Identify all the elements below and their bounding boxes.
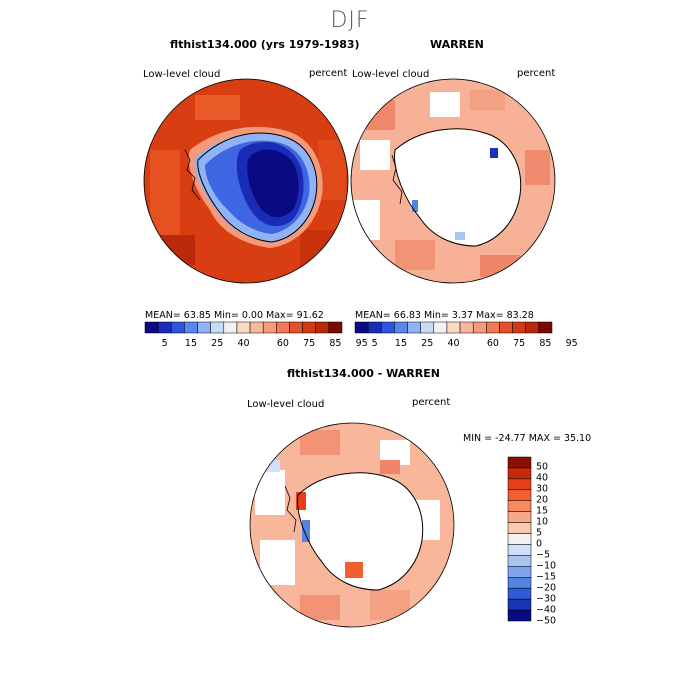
panel3-colorbar-label: 15 — [536, 505, 549, 517]
panel1-units: percent — [309, 68, 348, 79]
panel2-stats: MEAN= 66.83 Min= 3.37 Max= 83.28 — [355, 310, 534, 321]
panel2-colorbar-label: 85 — [539, 338, 552, 349]
panel2-map-border — [350, 78, 556, 284]
panel2-colorbar-box — [486, 321, 500, 334]
panel2-variable: Low-level cloud — [352, 69, 430, 80]
panel1-colorbar-box — [276, 321, 290, 334]
panel3-map — [250, 423, 454, 627]
panel3-colorbar-box — [507, 587, 532, 600]
panel1-map-border — [143, 78, 349, 284]
panel2-colorbar-box — [420, 321, 435, 334]
panel3-colorbar-box — [507, 566, 532, 578]
panel3-colorbar-label: 5 — [536, 527, 543, 539]
panel2-colorbar-box — [499, 321, 513, 334]
panel2-map — [351, 79, 555, 283]
panel2-colorbar-label: 60 — [486, 338, 499, 349]
panel1-colorbar-box — [236, 321, 251, 334]
panel1-colorbar-box — [262, 321, 277, 334]
panel3-colorbar-label: −5 — [536, 549, 551, 561]
panel1-colorbar-box — [157, 321, 172, 334]
panel1-variable: Low-level cloud — [143, 69, 221, 80]
panel3-colorbar-label: 30 — [536, 483, 549, 495]
panel2-units: percent — [517, 68, 556, 79]
panel1-colorbar-label: 15 — [184, 338, 197, 349]
panel2-colorbar-box — [433, 321, 448, 334]
panel1-colorbar-box — [315, 321, 330, 334]
panel1-colorbar-box — [171, 321, 185, 334]
panel1-colorbar-box — [289, 321, 303, 334]
panel2-colorbar-box — [367, 321, 382, 334]
panel3-colorbar-box — [507, 489, 532, 501]
panel1-colorbar — [144, 321, 343, 334]
panel2-colorbar-box — [459, 321, 474, 334]
panel2-colorbar-box — [512, 321, 526, 334]
panel3-colorbar-box — [507, 456, 532, 469]
panel3-colorbar — [507, 456, 532, 622]
panel1-colorbar-box — [302, 321, 316, 334]
panel3-colorbar-label: −20 — [536, 582, 557, 594]
panel3-colorbar-box — [507, 598, 532, 611]
panel2-title: WARREN — [430, 38, 484, 51]
panel3-colorbar-label: 0 — [536, 538, 543, 550]
panel3-colorbar-box — [507, 522, 532, 534]
panel1-colorbar-label: 95 — [355, 338, 368, 349]
panel3-map-border — [249, 422, 455, 628]
panel1-stats: MEAN= 63.85 Min= 0.00 Max= 91.62 — [145, 310, 324, 321]
panel1-colorbar-label: 40 — [237, 338, 250, 349]
panel3-colorbar-box — [507, 555, 532, 567]
panel3-colorbar-box — [507, 478, 532, 491]
panel1-map — [144, 79, 348, 283]
panel1-colorbar-box — [249, 321, 264, 334]
panel1-colorbar-box — [210, 321, 225, 334]
panel3-colorbar-box — [507, 609, 532, 622]
panel2-colorbar-box — [381, 321, 395, 334]
panel1-colorbar-box — [144, 321, 159, 334]
panel2-colorbar-box — [472, 321, 487, 334]
panel1-colorbar-label: 5 — [161, 338, 168, 349]
panel3-variable: Low-level cloud — [247, 399, 325, 410]
panel3-colorbar-box — [507, 533, 532, 545]
figure-title: DJF — [330, 8, 370, 33]
panel3-colorbar-box — [507, 500, 532, 512]
panel2-colorbar-label: 95 — [565, 338, 578, 349]
panel3-colorbar-label: 50 — [536, 461, 549, 473]
panel2-colorbar-label: 15 — [394, 338, 407, 349]
panel1-colorbar-label: 85 — [329, 338, 342, 349]
panel1-title: flthist134.000 (yrs 1979-1983) — [170, 38, 360, 51]
panel3-colorbar-label: −10 — [536, 560, 557, 572]
panel3-title: flthist134.000 - WARREN — [287, 367, 440, 380]
panel1-colorbar-label: 60 — [276, 338, 289, 349]
panel1-colorbar-label: 75 — [303, 338, 316, 349]
panel3-units: percent — [412, 397, 451, 408]
panel1-colorbar-box — [328, 321, 343, 334]
panel3-stats: MIN = -24.77 MAX = 35.10 — [463, 433, 592, 444]
panel3-colorbar-box — [507, 544, 532, 556]
panel3-colorbar-label: 40 — [536, 472, 549, 484]
panel3-colorbar-label: −50 — [536, 615, 557, 626]
panel1-colorbar-label: 25 — [211, 338, 224, 349]
panel1-colorbar-box — [197, 321, 211, 334]
panel2-colorbar-box — [407, 321, 421, 334]
panel3-colorbar-label: −40 — [536, 604, 557, 616]
panel3-colorbar-label: 20 — [536, 494, 549, 506]
panel1-colorbar-box — [223, 321, 238, 334]
panel3-colorbar-box — [507, 577, 532, 589]
panel3-colorbar-label: −15 — [536, 571, 557, 583]
panel2-colorbar-box — [446, 321, 461, 334]
panel3-colorbar-label: −30 — [536, 593, 557, 605]
panel2-colorbar — [354, 321, 553, 334]
panel3-colorbar-box — [507, 467, 532, 480]
panel2-colorbar-label: 75 — [513, 338, 526, 349]
panel2-colorbar-box — [394, 321, 408, 334]
panel3-colorbar-box — [507, 511, 532, 523]
panel2-colorbar-label: 5 — [371, 338, 378, 349]
panel2-colorbar-label: 25 — [421, 338, 434, 349]
panel2-colorbar-label: 40 — [447, 338, 460, 349]
panel2-colorbar-box — [538, 321, 553, 334]
panel1-colorbar-box — [184, 321, 198, 334]
panel2-colorbar-box — [525, 321, 540, 334]
panel3-colorbar-label: 10 — [536, 516, 549, 528]
panel2-colorbar-box — [354, 321, 369, 334]
